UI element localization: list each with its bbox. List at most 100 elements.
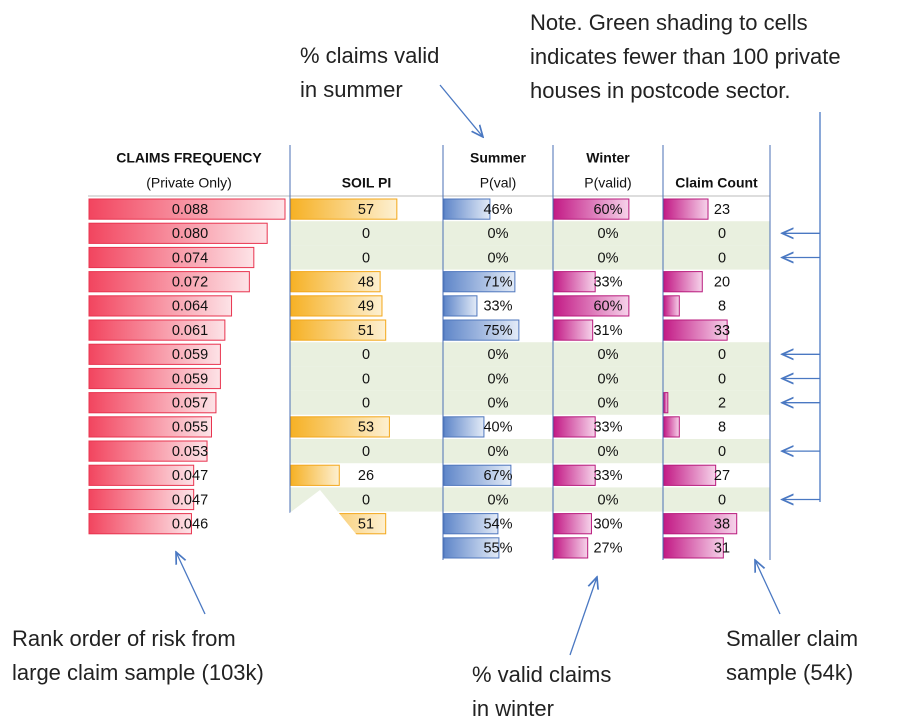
shaded-row [290,487,770,512]
arrow [755,560,781,615]
cell-value: 20 [714,275,730,291]
cell-value: 0% [488,444,509,460]
cell-value: 0.064 [172,299,208,315]
cell-value: 0.047 [172,492,208,508]
cell-value: 46% [483,202,512,218]
cell-value: 53 [358,420,374,436]
shaded-row [290,245,770,270]
annotation-text: Note. Green shading to cells [530,10,808,35]
data-bar [443,513,499,535]
column-subheader: P(valid) [584,175,631,191]
cell-value: 0% [598,492,619,508]
column-header: Summer [470,150,527,166]
data-bar [663,416,680,438]
data-bar [553,319,594,341]
cell-value: 0 [718,250,726,266]
annotation-text: large claim sample (103k) [12,660,264,685]
data-bar [663,198,709,220]
data-bar [663,271,703,293]
shaded-row [290,366,770,391]
cell-value: 0 [718,444,726,460]
arrow [569,577,597,656]
cell-value: 0% [488,226,509,242]
shaded-row [290,439,770,464]
data-bar [663,537,724,559]
data-bar [553,271,596,293]
cell-value: 0% [488,396,509,412]
data-bar [88,222,268,244]
cell-value: 33 [714,323,730,339]
data-bar [290,464,340,486]
cell-value: 0 [362,226,370,242]
cell-value: 0.059 [172,347,208,363]
data-bar [553,537,589,559]
arrow [176,552,206,615]
shaded-row [290,342,770,367]
data-bar [443,537,500,559]
data-bar [553,416,596,438]
cell-value: 31 [714,541,730,557]
annotation-text: in summer [300,77,403,102]
table: CLAIMS FREQUENCY (Private Only) SOIL PI Sum… [88,145,771,600]
cell-value: 30% [593,517,622,533]
column-header: Claim Count [675,175,758,191]
cell-value: 60% [593,202,622,218]
cell-value: 0% [488,371,509,387]
cell-value: 71% [483,275,512,291]
shaded-row [290,390,770,415]
cell-value: 0.059 [172,371,208,387]
cell-value: 0.047 [172,468,208,484]
arrow [439,84,483,137]
data-bar [88,198,286,220]
cell-value: 0.061 [172,323,208,339]
cell-value: 38 [714,517,730,533]
cell-value: 51 [358,517,374,533]
data-bar [88,464,195,486]
cell-value: 33% [593,420,622,436]
cell-value: 0 [362,347,370,363]
data-bar [553,513,592,535]
data-bar [663,295,680,317]
column-header: CLAIMS FREQUENCY [116,150,262,166]
cell-value: 55% [483,541,512,557]
cell-value: 31% [593,323,622,339]
data-bar [553,198,630,220]
cell-value: 0 [362,396,370,412]
data-bar [443,319,520,341]
data-bar [290,295,383,317]
annotation-text: Smaller claim [726,626,858,651]
cell-value: 0 [718,347,726,363]
data-bar [290,271,381,293]
cell-value: 27 [714,468,730,484]
callout-wedge [230,490,410,600]
data-bar [88,271,250,293]
data-bar [88,440,208,462]
annotation-text: sample (54k) [726,660,853,685]
cell-value: 23 [714,202,730,218]
data-bar [663,392,669,414]
annotations: Note. Green shading to cells indicates fe… [12,10,858,720]
cell-value: 0.074 [172,250,208,266]
data-bar [553,464,596,486]
cell-value: 0% [598,226,619,242]
data-bar [88,295,233,317]
cell-value: 8 [718,420,726,436]
cell-value: 2 [718,396,726,412]
cell-value: 49 [358,299,374,315]
data-bar [290,416,390,438]
column-header: SOIL PI [342,175,392,191]
data-bar [88,416,212,438]
cell-value: 8 [718,299,726,315]
data-bar [88,392,217,414]
column-header: Winter [586,150,630,166]
annotation-text: % claims valid [300,43,439,68]
cell-value: 40% [483,420,512,436]
cell-value: 0.088 [172,202,208,218]
cell-value: 0% [598,444,619,460]
cell-value: 27% [593,541,622,557]
annotation-text: Rank order of risk from [12,626,236,651]
cell-value: 0% [488,347,509,363]
cell-value: 33% [483,299,512,315]
cell-value: 0% [488,492,509,508]
